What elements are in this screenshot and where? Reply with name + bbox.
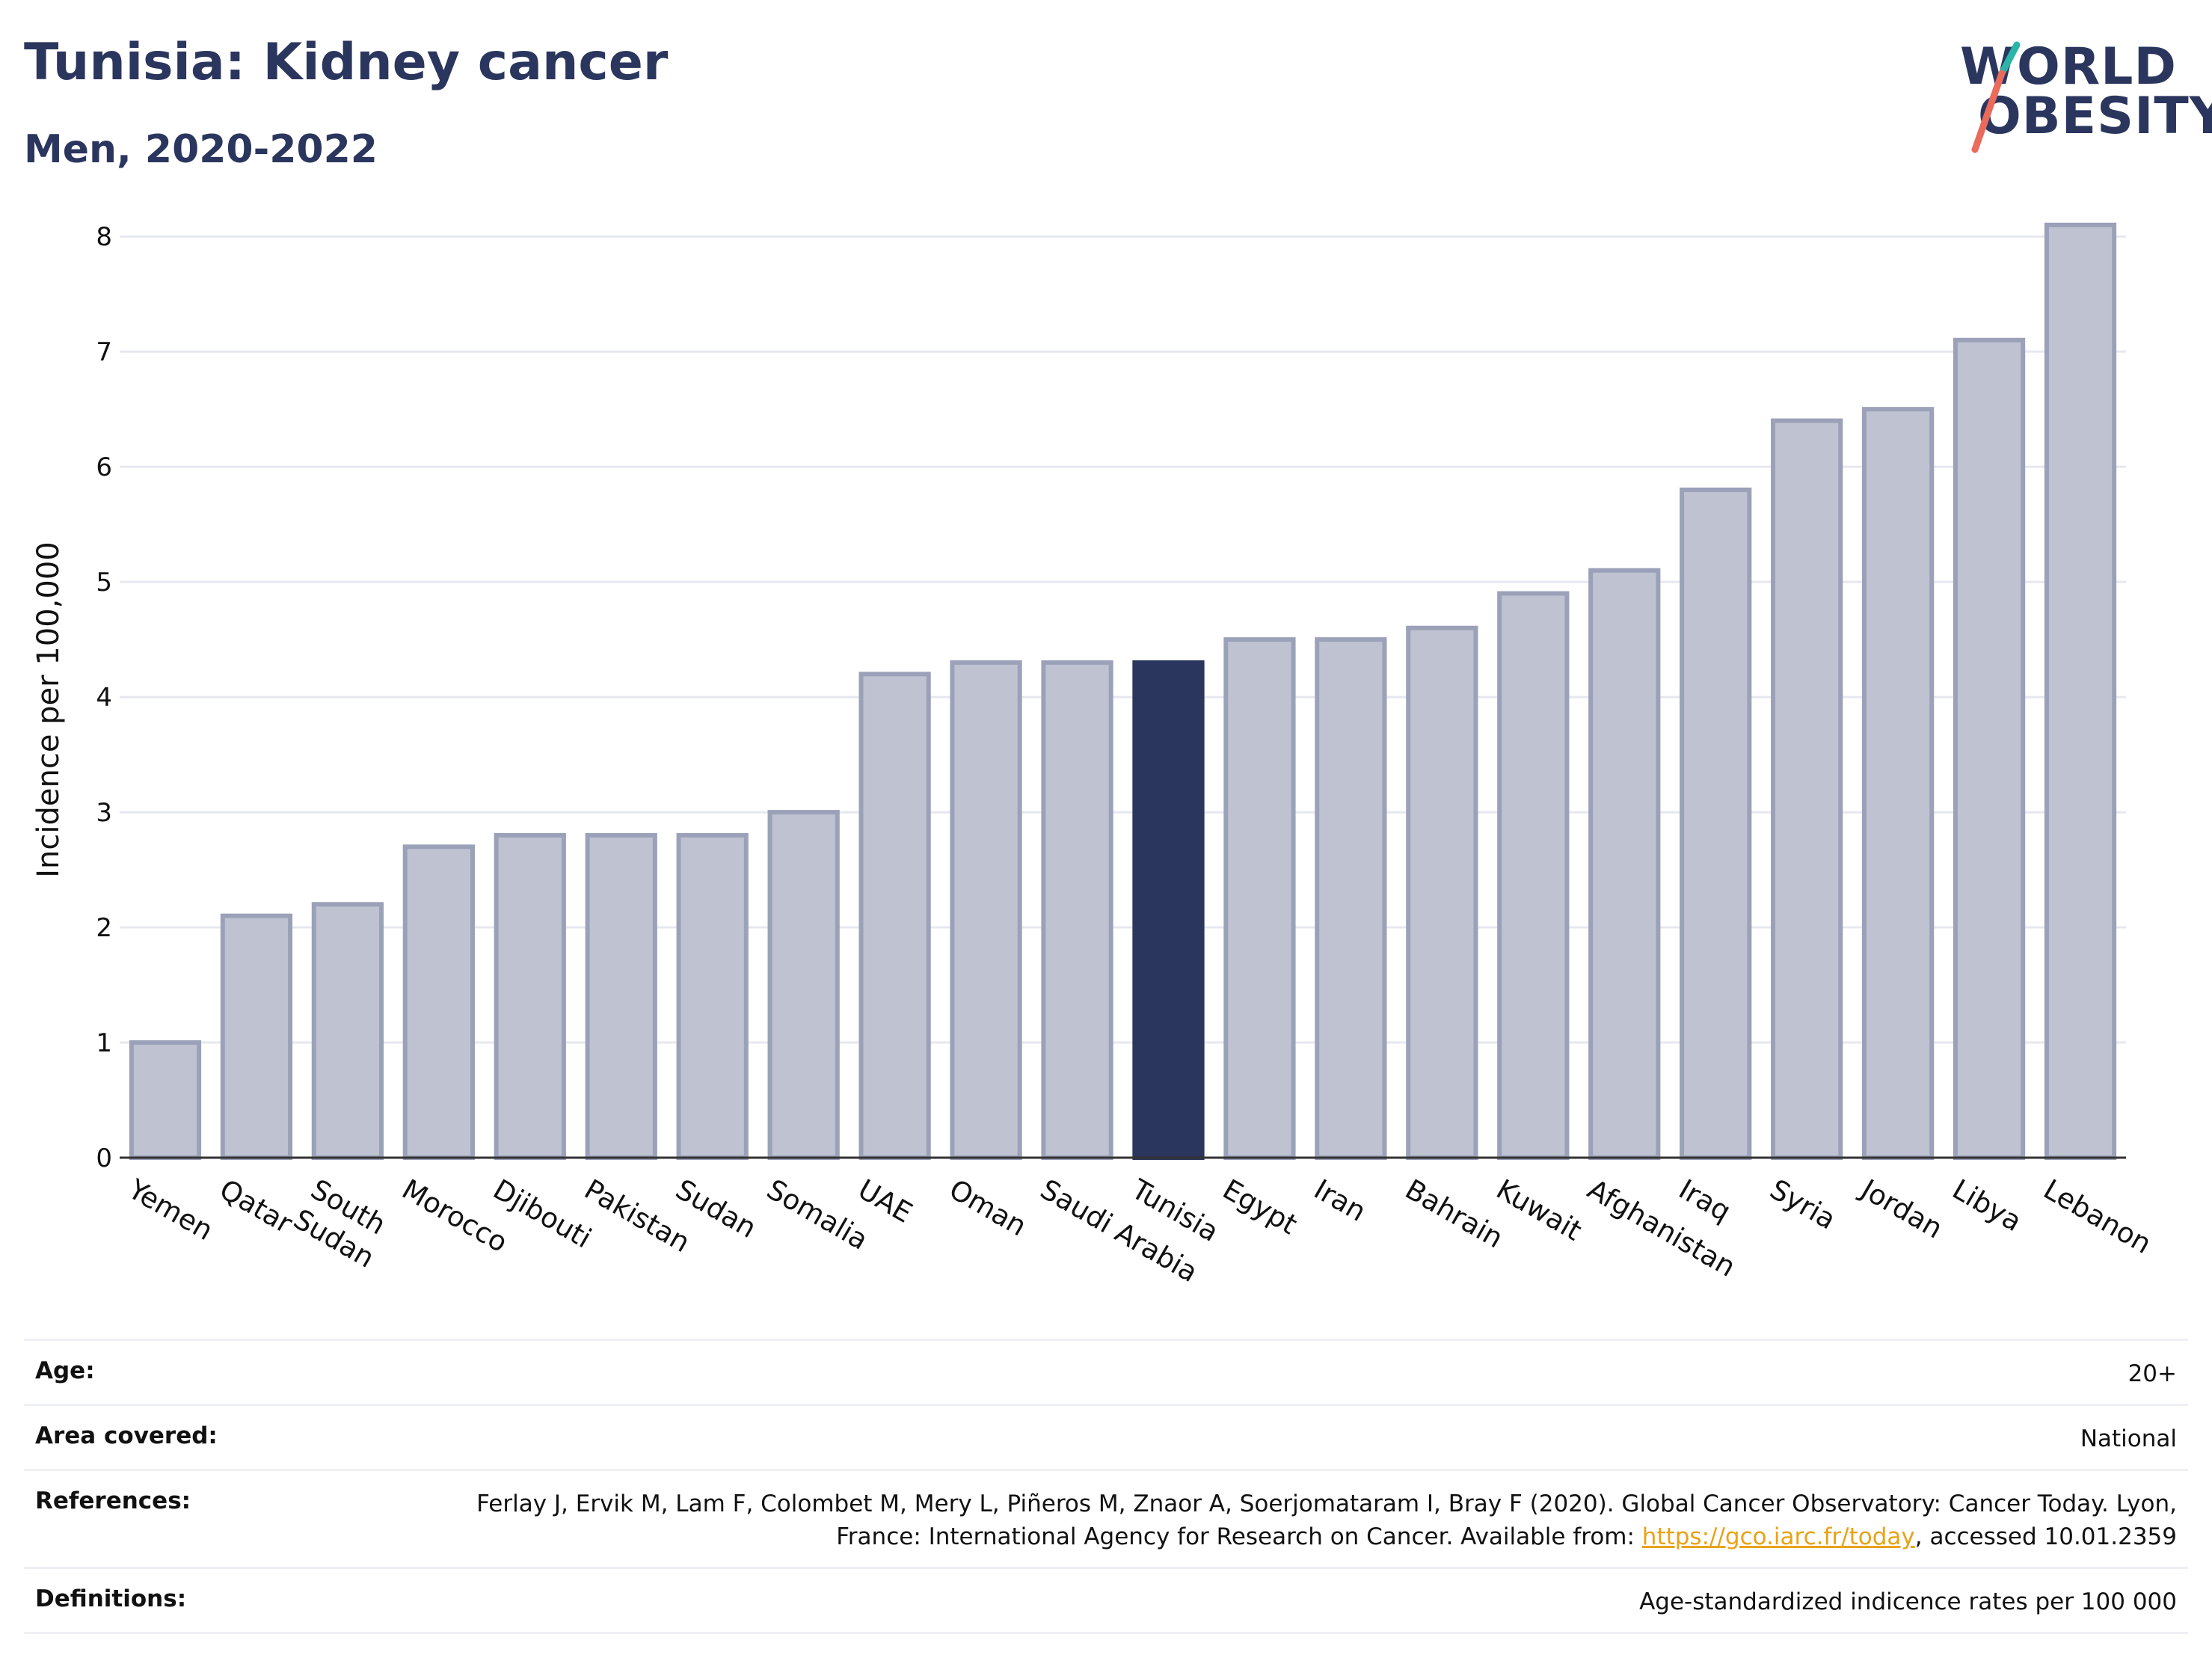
age-value: 20+ bbox=[2127, 1360, 2177, 1387]
bar-highlighted bbox=[1132, 660, 1205, 1160]
y-axis-ticks: 0 1 2 3 4 5 6 7 8 bbox=[96, 222, 112, 1173]
definitions-label: Definitions: bbox=[35, 1585, 187, 1612]
x-tick-label: Oman bbox=[944, 1173, 1032, 1243]
y-tick-label: 1 bbox=[96, 1028, 112, 1058]
x-tick-label: Bahrain bbox=[1400, 1173, 1508, 1255]
bar bbox=[676, 832, 749, 1161]
x-tick-label: Qatar bbox=[214, 1173, 298, 1241]
bar bbox=[950, 660, 1022, 1160]
references-label: References: bbox=[35, 1487, 191, 1514]
definitions-value: Age-standardized indicence rates per 100… bbox=[1639, 1588, 2177, 1615]
bar bbox=[767, 810, 840, 1160]
bar bbox=[2044, 222, 2117, 1161]
y-tick-label: 4 bbox=[96, 683, 112, 713]
references-value: Ferlay J, Ervik M, Lam F, Colombet M, Me… bbox=[457, 1487, 2177, 1553]
x-tick-label: Somalia bbox=[761, 1173, 873, 1256]
logo-text-obesity: OBESITY bbox=[1978, 87, 2212, 146]
bar bbox=[1406, 625, 1478, 1160]
age-label: Age: bbox=[35, 1357, 95, 1384]
x-tick-label: Kuwait bbox=[1491, 1173, 1588, 1247]
info-row-area: Area covered: National bbox=[24, 1406, 2188, 1471]
bar bbox=[494, 832, 566, 1161]
x-tick-label: UAE bbox=[852, 1173, 918, 1229]
world-obesity-logo: WORLD OBESITY bbox=[1948, 22, 2212, 161]
y-tick-label: 8 bbox=[96, 222, 112, 252]
bar bbox=[1953, 337, 2026, 1160]
bar bbox=[129, 1040, 202, 1160]
bar bbox=[402, 844, 475, 1161]
bar bbox=[1861, 407, 1935, 1160]
y-axis-title: Incidence per 100,000 bbox=[31, 541, 66, 878]
y-tick-label: 6 bbox=[96, 452, 112, 482]
references-link[interactable]: https://gco.iarc.fr/today bbox=[1641, 1523, 1915, 1550]
x-tick-label: Egypt bbox=[1217, 1173, 1303, 1241]
info-row-references: References: Ferlay J, Ervik M, Lam F, Co… bbox=[24, 1471, 2188, 1569]
x-tick-label: Morocco bbox=[396, 1173, 513, 1259]
y-tick-label: 7 bbox=[96, 337, 112, 367]
bar bbox=[220, 913, 293, 1160]
bar bbox=[858, 672, 931, 1160]
info-table: Age: 20+ Area covered: National Referenc… bbox=[24, 1339, 2188, 1634]
x-tick-label: Pakistan bbox=[579, 1173, 695, 1259]
bars bbox=[129, 222, 2117, 1161]
references-text: Ferlay J, Ervik M, Lam F, Colombet M, Me… bbox=[476, 1490, 2177, 1550]
x-tick-label: Jordan bbox=[1855, 1173, 1948, 1245]
bar bbox=[1588, 568, 1661, 1160]
x-tick-label: Iraq bbox=[1674, 1173, 1736, 1228]
bar bbox=[1041, 660, 1113, 1160]
y-tick-label: 2 bbox=[96, 913, 112, 943]
references-accessed: , accessed 10.01.2359 bbox=[1914, 1523, 2177, 1550]
bar bbox=[1223, 637, 1296, 1160]
info-row-definitions: Definitions: Age-standardized indicence … bbox=[24, 1569, 2188, 1634]
x-tick-label: Saudi Arabia bbox=[1035, 1173, 1203, 1289]
x-tick-label: Lebanon bbox=[2039, 1173, 2157, 1260]
y-tick-label: 0 bbox=[96, 1143, 112, 1173]
y-tick-label: 3 bbox=[96, 798, 112, 828]
logo-slash-icon bbox=[1971, 41, 2021, 153]
x-tick-label: Yemen bbox=[123, 1173, 219, 1247]
bar bbox=[585, 832, 657, 1161]
chart-title: Tunisia: Kidney cancer bbox=[24, 33, 669, 92]
x-tick-label: Syria bbox=[1765, 1173, 1842, 1236]
y-tick-label: 5 bbox=[96, 568, 112, 598]
bar bbox=[311, 902, 384, 1160]
info-row-age: Age: 20+ bbox=[24, 1341, 2188, 1406]
x-tick-label: Iran bbox=[1309, 1173, 1371, 1228]
area-label: Area covered: bbox=[35, 1422, 218, 1449]
bar bbox=[1315, 637, 1387, 1160]
bar bbox=[1497, 591, 1570, 1160]
bar bbox=[1680, 487, 1752, 1160]
x-tick-label: Libya bbox=[1947, 1173, 2027, 1238]
area-value: National bbox=[2080, 1425, 2177, 1452]
chart-subtitle: Men, 2020-2022 bbox=[24, 127, 378, 172]
x-tick-label: SouthSudan bbox=[288, 1173, 396, 1274]
bar bbox=[1771, 418, 1843, 1161]
